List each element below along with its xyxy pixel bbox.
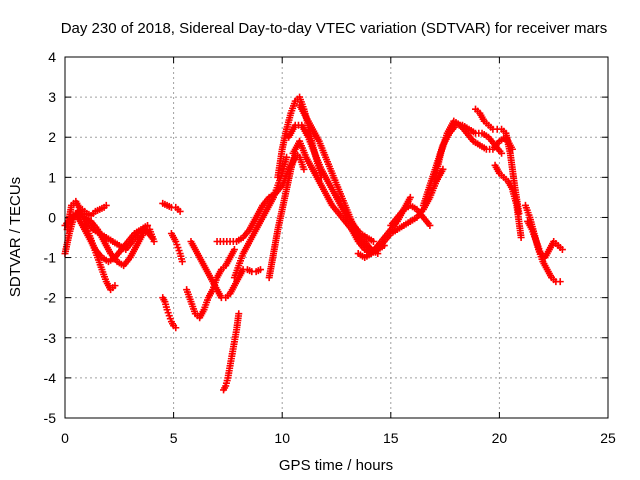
- tick-layer: 0 5 10 15 20 25 -5 -4 -3 -2 -1 0 1 2 3 4: [44, 49, 616, 446]
- y-tick-label: -2: [44, 290, 57, 306]
- chart-title: Day 230 of 2018, Sidereal Day-to-day VTE…: [61, 20, 608, 37]
- series-arc-5: [83, 217, 156, 254]
- series-arc-9: [183, 246, 238, 322]
- data-point: [369, 238, 377, 246]
- series-arc-27: [524, 217, 566, 262]
- data-point: [230, 246, 238, 254]
- x-tick-label: 25: [600, 430, 616, 446]
- data-point: [283, 153, 291, 161]
- data-point: [558, 246, 566, 254]
- series-arc-13: [230, 153, 291, 282]
- series-arc-24: [472, 105, 523, 217]
- data-point: [144, 221, 152, 229]
- y-tick-label: -5: [44, 410, 57, 426]
- data-point: [176, 207, 184, 215]
- data-point: [556, 278, 564, 286]
- data-point: [235, 310, 243, 318]
- y-tick-label: 4: [48, 49, 56, 65]
- y-tick-label: 2: [48, 129, 56, 145]
- data-point: [426, 221, 434, 229]
- y-axis-label: SDTVAR / TECUs: [7, 177, 24, 297]
- y-tick-label: 0: [48, 209, 56, 225]
- data-point: [498, 149, 506, 157]
- data-layer: [61, 93, 566, 394]
- y-tick-label: -1: [44, 250, 57, 266]
- series-arc-18: [296, 101, 382, 258]
- y-tick-label: -4: [44, 370, 57, 386]
- x-tick-label: 5: [170, 430, 178, 446]
- series-arc-8: [167, 229, 186, 266]
- data-point: [406, 193, 414, 201]
- series-arc-14: [265, 149, 308, 282]
- series-arc-21: [387, 201, 434, 229]
- y-tick-label: -3: [44, 330, 57, 346]
- series-arc-6: [159, 199, 184, 215]
- series-arc-25: [491, 161, 525, 241]
- y-tick-label: 3: [48, 89, 56, 105]
- x-axis-label: GPS time / hours: [279, 457, 393, 474]
- x-tick-label: 0: [61, 430, 69, 446]
- plot-border: [64, 56, 609, 419]
- data-point: [178, 258, 186, 266]
- series-arc-10: [187, 238, 264, 302]
- x-tick-label: 15: [383, 430, 399, 446]
- data-point: [148, 234, 156, 241]
- data-point: [439, 165, 447, 173]
- data-point: [256, 266, 264, 274]
- x-tick-label: 20: [492, 430, 508, 446]
- data-point: [300, 165, 308, 173]
- data-point: [111, 282, 119, 290]
- data-point: [517, 234, 525, 241]
- data-point: [150, 238, 158, 246]
- series-arc-11: [220, 310, 243, 394]
- series-arc-7: [159, 294, 180, 332]
- data-point: [102, 201, 110, 209]
- x-tick-label: 10: [274, 430, 290, 446]
- grid-layer: [65, 57, 608, 418]
- y-tick-label: 1: [48, 169, 56, 185]
- data-point: [172, 324, 180, 332]
